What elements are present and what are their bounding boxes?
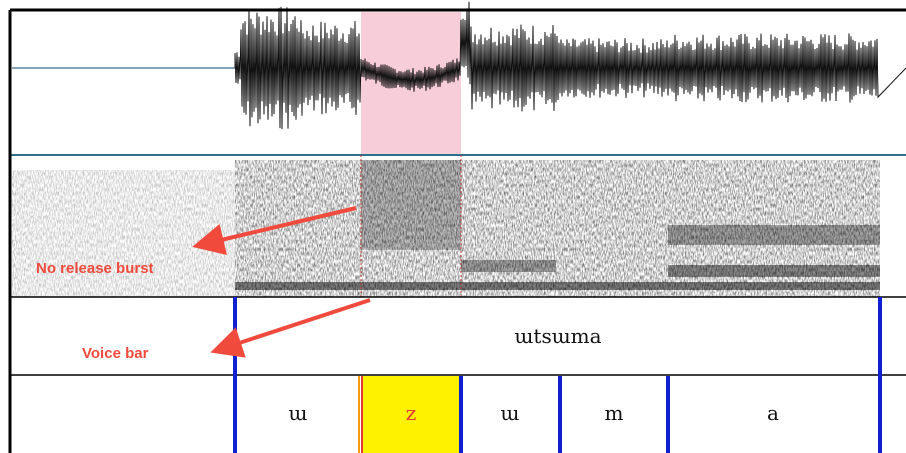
segment-label: a xyxy=(767,401,779,425)
formant xyxy=(668,225,880,245)
segment-label: ɯ xyxy=(501,401,520,425)
frication xyxy=(361,160,461,250)
segment-label: ɯ xyxy=(289,401,308,425)
annotation: Voice bar xyxy=(82,345,149,362)
annotation: No release burst xyxy=(36,260,154,277)
word-label: ɯtsɯma xyxy=(514,324,601,348)
praat-screenshot: ɯtsɯma ɯ z ɯ m a No release burst Voice … xyxy=(0,0,906,453)
spectrogram-noise xyxy=(12,170,235,297)
formant xyxy=(461,260,556,272)
voice-bar xyxy=(235,282,880,290)
segment-label: z xyxy=(406,401,417,425)
segment-label: m xyxy=(605,401,624,425)
formant xyxy=(668,265,880,277)
